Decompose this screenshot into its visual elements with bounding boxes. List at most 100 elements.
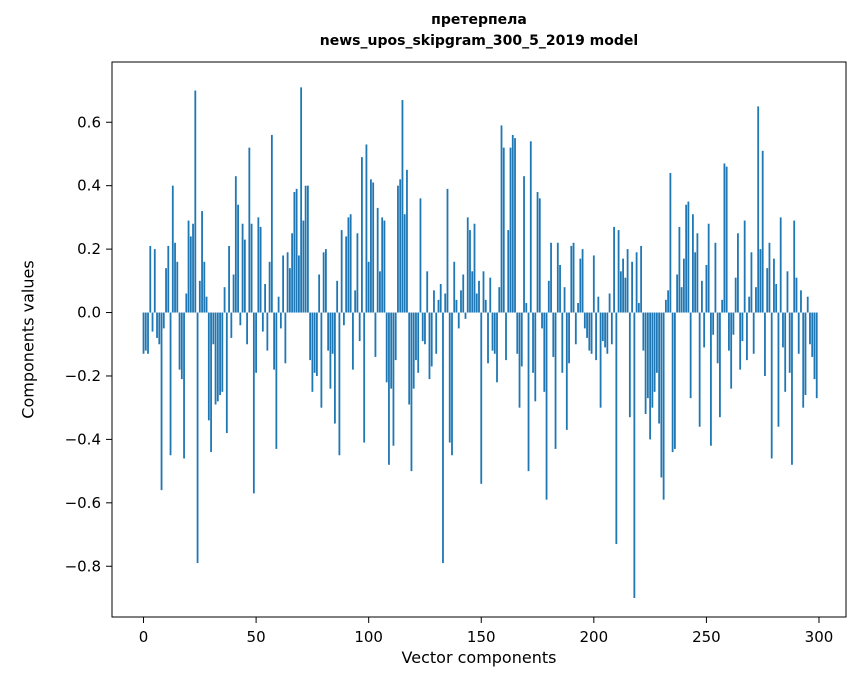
bar xyxy=(705,264,708,313)
bar xyxy=(773,258,775,313)
bar xyxy=(194,90,197,313)
y-tick-label: −0.6 xyxy=(65,494,101,512)
bar xyxy=(507,230,510,313)
bar xyxy=(162,312,165,329)
bar xyxy=(633,312,636,598)
bar xyxy=(433,290,435,313)
bar xyxy=(556,242,559,313)
bar xyxy=(397,185,399,313)
bar xyxy=(610,312,613,345)
bar xyxy=(311,312,314,392)
bar xyxy=(293,192,296,313)
bar xyxy=(568,312,570,364)
bar xyxy=(151,312,154,332)
bar xyxy=(354,290,357,313)
bar xyxy=(205,296,208,313)
bar xyxy=(444,293,447,313)
bar xyxy=(617,230,620,313)
bar xyxy=(329,312,332,389)
bar xyxy=(797,312,800,354)
bar xyxy=(250,223,253,313)
bar xyxy=(527,312,530,472)
bar xyxy=(682,258,685,313)
bar xyxy=(412,312,415,389)
bar xyxy=(165,268,167,313)
bar xyxy=(291,233,294,313)
bar xyxy=(579,258,582,313)
bar xyxy=(757,106,760,313)
bar xyxy=(174,242,176,313)
bar xyxy=(246,312,248,345)
bar xyxy=(394,312,397,361)
bar xyxy=(502,147,505,313)
bar xyxy=(624,277,627,313)
bar xyxy=(655,312,658,373)
bar xyxy=(777,312,780,427)
bar xyxy=(784,312,787,392)
bar xyxy=(439,284,442,313)
bar xyxy=(464,312,467,319)
bar xyxy=(243,239,246,313)
bar xyxy=(712,312,715,335)
bar xyxy=(750,252,753,313)
bar xyxy=(588,312,591,351)
bar xyxy=(189,236,192,313)
bar xyxy=(210,312,212,453)
bar xyxy=(759,249,762,313)
bar xyxy=(626,249,629,313)
bar xyxy=(604,312,606,348)
bar xyxy=(367,261,370,313)
bar xyxy=(475,293,478,313)
bar xyxy=(538,198,541,313)
bar xyxy=(606,312,609,354)
x-tick-label: 250 xyxy=(692,628,721,646)
bar xyxy=(455,299,458,313)
bar xyxy=(225,312,228,434)
bar xyxy=(500,125,503,313)
bar xyxy=(315,312,318,376)
bar xyxy=(547,280,550,313)
bar xyxy=(577,303,579,313)
bar xyxy=(804,312,807,395)
bar xyxy=(586,312,588,338)
bar xyxy=(421,312,424,342)
bar xyxy=(252,312,255,494)
bar xyxy=(565,312,568,430)
bar xyxy=(144,312,147,351)
bar xyxy=(401,100,404,313)
bar xyxy=(471,271,474,313)
bar xyxy=(320,312,323,408)
bar xyxy=(809,312,811,345)
bar xyxy=(676,274,679,313)
bar xyxy=(223,287,226,313)
bar xyxy=(228,245,230,313)
bar xyxy=(171,185,174,313)
y-axis-ticks: 0.6 0.4 0.2 0.0 −0.2 −0.4 −0.6 −0.8 xyxy=(65,113,112,575)
bar xyxy=(743,220,746,313)
bar xyxy=(498,287,501,313)
bar xyxy=(725,166,728,313)
bar xyxy=(597,296,600,313)
bar xyxy=(622,258,624,313)
bar xyxy=(628,312,631,418)
bar xyxy=(304,185,307,313)
bar xyxy=(343,312,345,326)
bar xyxy=(261,312,264,332)
bar xyxy=(435,312,438,354)
bar xyxy=(667,290,670,313)
bar xyxy=(707,223,710,313)
bar xyxy=(563,287,566,313)
bar xyxy=(239,312,242,326)
bar xyxy=(491,312,494,351)
bar xyxy=(374,312,377,357)
bar xyxy=(153,249,156,313)
bar xyxy=(399,179,402,313)
bar xyxy=(406,169,408,313)
bar xyxy=(361,157,363,313)
bar xyxy=(795,277,798,313)
bar xyxy=(806,296,809,313)
x-tick-label: 300 xyxy=(805,628,834,646)
bar xyxy=(183,312,185,459)
bar xyxy=(642,312,645,351)
